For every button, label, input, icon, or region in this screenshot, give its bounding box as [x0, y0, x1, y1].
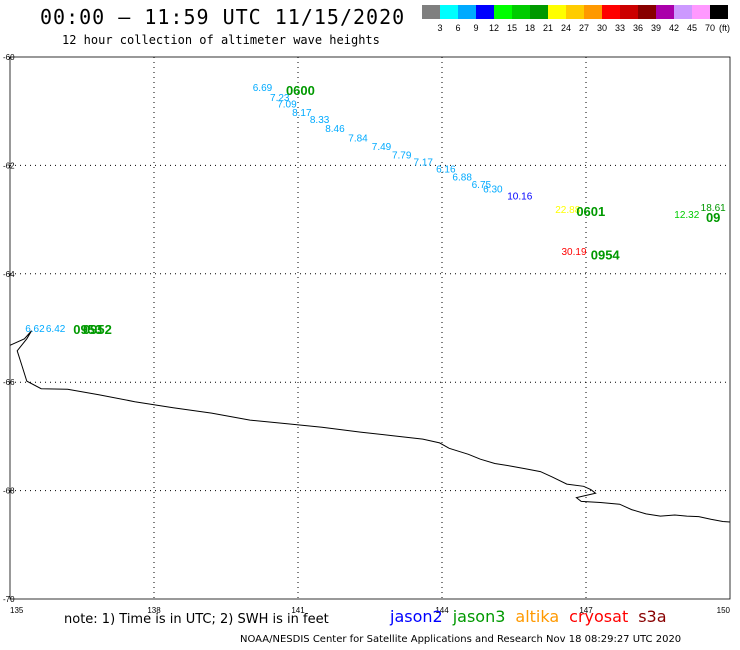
color-scale-box — [656, 5, 674, 19]
latitude-label: -70 — [3, 595, 15, 604]
color-scale-unit: (ft) — [719, 23, 730, 33]
latitude-label: -68 — [3, 487, 15, 496]
latitude-labels: -60 -62 -64 -66 -68 -70 — [3, 53, 15, 604]
color-scale-label: 9 — [473, 23, 478, 33]
color-scale-label: 39 — [651, 23, 661, 33]
wave-height-value: 6.16 — [436, 164, 456, 175]
color-scale-box — [620, 5, 638, 19]
wave-height-value: 6.62 — [25, 324, 45, 335]
wave-height-value: 22.88 — [555, 205, 580, 216]
legend-cryosat: cryosat — [569, 607, 629, 626]
color-scale-box — [440, 5, 458, 19]
color-scale-box — [422, 5, 440, 19]
wave-height-value: 30.19 — [561, 247, 586, 258]
latitude-label: -62 — [3, 161, 15, 170]
color-scale-labels: 3 6 9 12 15 18 21 24 27 30 33 36 39 42 45 70 — [437, 23, 715, 33]
legend-altika: altika — [515, 607, 560, 626]
longitude-label: 138 — [147, 606, 161, 615]
color-scale-box — [710, 5, 728, 19]
antarctic-coastline — [9, 330, 731, 523]
pass-time-label: 0601 — [576, 204, 605, 219]
longitude-label: 141 — [291, 606, 305, 615]
color-scale-label: 42 — [669, 23, 679, 33]
color-scale-label: 15 — [507, 23, 517, 33]
wave-height-value: 6.42 — [46, 324, 66, 335]
latitude-label: -64 — [3, 270, 15, 279]
color-scale-box — [638, 5, 656, 19]
map-frame — [9, 56, 731, 600]
color-scale-label: 27 — [579, 23, 589, 33]
color-scale-box — [584, 5, 602, 19]
legend-jason2: jason2 — [390, 607, 443, 626]
color-scale-box — [494, 5, 512, 19]
pass-time-label: 0954 — [591, 248, 621, 263]
longitude-labels: 135 138 141 144 147 150 — [10, 606, 731, 615]
color-scale-legend: 3 6 9 12 15 18 21 24 27 30 33 36 39 42 45 70 (ft) — [422, 5, 730, 33]
color-scale-label: 18 — [525, 23, 535, 33]
wave-height-value: 6.88 — [452, 173, 472, 184]
wave-height-value: 12.32 — [674, 210, 699, 221]
color-scale-label: 45 — [687, 23, 697, 33]
latitude-label: -60 — [3, 53, 15, 62]
longitude-label: 150 — [717, 606, 731, 615]
longitude-label: 147 — [579, 606, 593, 615]
color-scale-label: 3 — [437, 23, 442, 33]
page-subtitle: 12 hour collection of altimeter wave hei… — [62, 33, 380, 47]
color-scale-box — [674, 5, 692, 19]
pass-time-label: 0952 — [83, 322, 112, 337]
pass-time-label: 0600 — [286, 83, 315, 98]
color-scale-label: 21 — [543, 23, 553, 33]
longitude-label: 144 — [435, 606, 449, 615]
color-scale-label: 12 — [489, 23, 499, 33]
map-gridlines — [10, 57, 730, 599]
color-scale-label: 70 — [705, 23, 715, 33]
color-scale-box — [548, 5, 566, 19]
page-title: 00:00 – 11:59 UTC 11/15/2020 — [40, 5, 406, 29]
legend-jason3: jason3 — [452, 607, 506, 626]
color-scale-box — [602, 5, 620, 19]
color-scale-label: 6 — [455, 23, 460, 33]
wave-height-value: 7.84 — [348, 134, 368, 145]
legend-s3a: s3a — [638, 607, 667, 626]
wave-height-value: 6.30 — [483, 185, 503, 196]
wave-height-value: 7.23 — [270, 93, 290, 104]
credit-line: NOAA/NESDIS Center for Satellite Applica… — [240, 634, 682, 645]
satellite-legend: jason2 jason3 altika cryosat s3a — [390, 607, 677, 626]
color-scale-box — [566, 5, 584, 19]
wave-height-value: 8.33 — [310, 115, 330, 126]
wave-height-value: 8.17 — [292, 108, 312, 119]
wave-height-observations: 6.697.237.098.178.338.467.84 7.497.797.17… — [25, 83, 726, 335]
color-scale-label: 36 — [633, 23, 643, 33]
color-scale-label: 33 — [615, 23, 625, 33]
color-scale-label: 30 — [597, 23, 607, 33]
wave-height-value: 7.49 — [372, 142, 392, 153]
latitude-label: -66 — [3, 378, 15, 387]
color-scale-box — [458, 5, 476, 19]
wave-height-value: 7.17 — [414, 157, 434, 168]
wave-height-value: 7.79 — [392, 150, 412, 161]
wave-height-value: 6.69 — [253, 83, 273, 94]
color-scale-box — [476, 5, 494, 19]
color-scale-boxes — [422, 5, 728, 19]
pass-time-label: 09 — [706, 210, 720, 225]
wave-height-value: 18.61 — [701, 203, 726, 214]
wave-height-value: 7.09 — [277, 99, 297, 110]
pass-time-label: 0953 — [73, 322, 102, 337]
color-scale-box — [530, 5, 548, 19]
wave-height-value: 6.75 — [472, 180, 492, 191]
color-scale-box — [692, 5, 710, 19]
longitude-label: 135 — [10, 606, 24, 615]
color-scale-box — [512, 5, 530, 19]
color-scale-label: 24 — [561, 23, 571, 33]
wave-height-value: 10.16 — [507, 192, 532, 203]
footnote: note: 1) Time is in UTC; 2) SWH is in fe… — [64, 612, 329, 627]
wave-height-value: 8.46 — [325, 124, 345, 135]
